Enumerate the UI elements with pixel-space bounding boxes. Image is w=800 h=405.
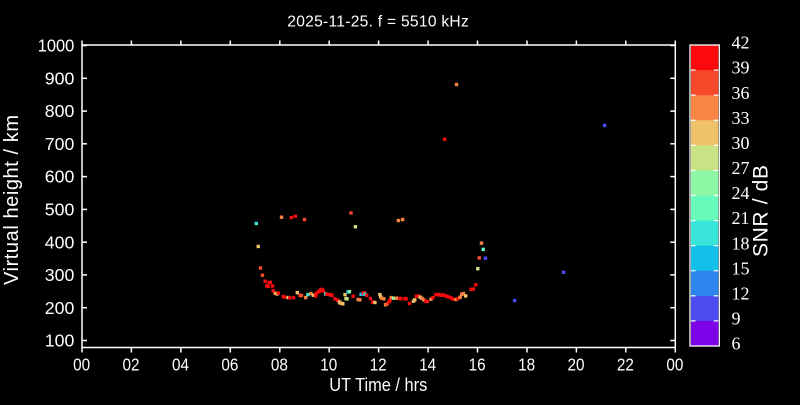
svg-text:2025-11-25. f = 5510 kHz: 2025-11-25. f = 5510 kHz: [287, 14, 469, 31]
svg-text:36: 36: [732, 83, 750, 103]
svg-text:500: 500: [45, 200, 75, 220]
svg-text:08: 08: [271, 354, 288, 374]
svg-text:02: 02: [123, 354, 140, 374]
svg-text:1000: 1000: [38, 36, 75, 56]
svg-text:15: 15: [732, 258, 750, 278]
svg-text:20: 20: [568, 354, 585, 374]
svg-text:12: 12: [732, 283, 750, 303]
svg-text:14: 14: [419, 354, 436, 374]
svg-text:9: 9: [732, 309, 741, 329]
svg-text:300: 300: [45, 265, 75, 285]
svg-text:400: 400: [45, 232, 75, 252]
svg-text:21: 21: [732, 208, 750, 228]
svg-text:18: 18: [518, 354, 535, 374]
svg-text:10: 10: [320, 354, 337, 374]
svg-text:800: 800: [45, 101, 75, 121]
svg-text:33: 33: [732, 108, 750, 128]
svg-text:00: 00: [73, 354, 90, 374]
svg-text:42: 42: [732, 33, 750, 53]
svg-text:18: 18: [732, 233, 750, 253]
svg-text:SNR / dB: SNR / dB: [750, 165, 773, 257]
svg-text:06: 06: [221, 354, 238, 374]
svg-text:00: 00: [666, 354, 683, 374]
svg-text:900: 900: [45, 68, 75, 88]
svg-text:27: 27: [732, 158, 750, 178]
svg-text:16: 16: [469, 354, 486, 374]
svg-text:6: 6: [732, 334, 741, 354]
svg-text:24: 24: [732, 183, 750, 203]
svg-text:04: 04: [172, 354, 189, 374]
svg-text:600: 600: [45, 167, 75, 187]
svg-text:Virtual height / km: Virtual height / km: [1, 115, 23, 285]
svg-text:39: 39: [732, 58, 750, 78]
svg-text:100: 100: [45, 331, 75, 351]
svg-text:700: 700: [45, 134, 75, 154]
svg-text:12: 12: [370, 354, 387, 374]
svg-text:200: 200: [45, 298, 75, 318]
svg-text:UT Time / hrs: UT Time / hrs: [329, 375, 427, 395]
svg-text:22: 22: [617, 354, 634, 374]
svg-text:30: 30: [732, 133, 750, 153]
